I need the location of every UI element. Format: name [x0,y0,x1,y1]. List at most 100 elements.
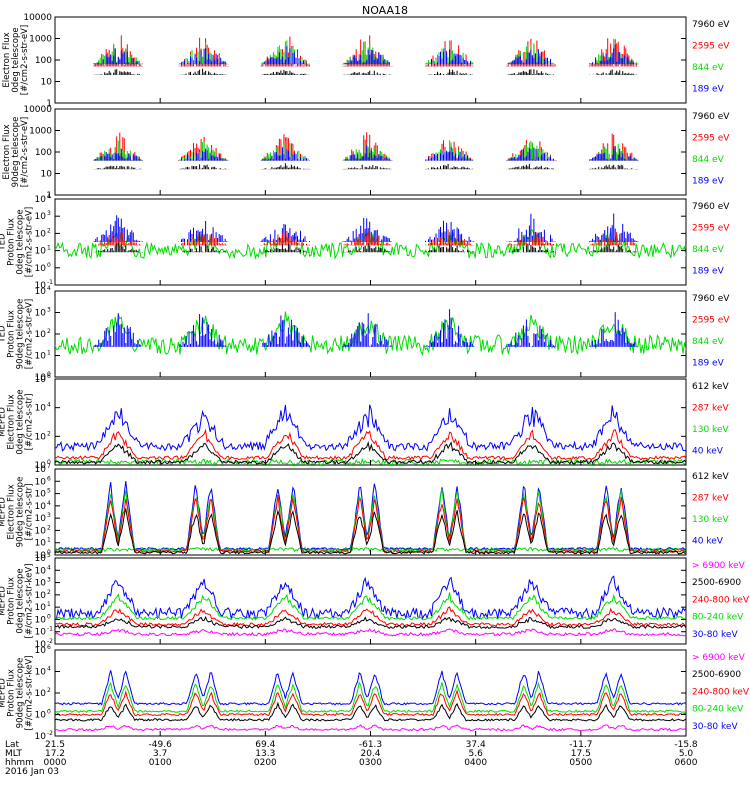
panel-7-series-2 [55,592,686,621]
panel-y-label: Proton Flux [7,310,17,358]
y-tick-exponent: 5 [47,488,51,495]
y-tick-exponent: 3 [47,577,51,584]
panel-7-series-3 [55,606,686,627]
panel-frame [54,468,687,556]
panel-8-series-2 [55,681,686,714]
legend-entry: 189 eV [692,359,725,369]
panel-8-series-5 [55,724,686,732]
x-tick-hhmm: 0300 [359,758,382,768]
panel-y-label: Electron Flux [2,32,12,87]
panel-frame [54,649,687,737]
legend-entry: 130 keV [692,515,729,525]
panel-y-label: TED [0,233,8,252]
panel-y-label: Electron Flux [7,484,17,539]
legend-entry: 612 keV [692,472,729,482]
y-tick-exponent: 6 [47,475,51,482]
legend-entry: 80-240 keV [692,613,744,623]
y-tick-label: 1000 [29,35,52,45]
y-tick-label: 10 [35,330,47,340]
x-tick-hhmm: 0200 [254,758,277,768]
legend-entry: 844 eV [692,155,725,165]
x-tick-lat: -11.7 [569,740,592,750]
y-tick-label: 10 [35,615,47,625]
y-tick-exponent: 3 [47,210,51,217]
panel-y-label: Electron Flux [2,124,12,179]
y-tick-label: 10 [35,689,47,699]
y-tick-label: 10 [35,732,47,742]
y-tick-label: 10 [35,711,47,721]
legend-entry: 7960 eV [692,20,730,30]
x-tick-mlt: 17.5 [571,749,591,759]
legend-entry: 40 keV [692,447,724,457]
legend-entry: 7960 eV [692,112,730,122]
panel-5-series-3 [55,428,686,461]
panel-y-label: 0deg telescope [16,568,26,633]
y-tick-exponent: -2 [47,638,53,645]
panel-y-label: MEPED [0,497,8,527]
legend-entry: 287 keV [692,404,729,414]
y-tick-label: 1 [46,191,52,201]
panel-y-label: Electron Flux [7,394,17,449]
legend-entry: 2500-6900 [692,578,741,588]
y-tick-exponent: -1 [47,626,53,633]
y-tick-exponent: 1 [47,601,51,608]
panel-y-label: 0deg telescope [11,27,21,92]
y-tick-label: 10 [35,195,47,205]
y-tick-label: 10 [35,229,47,239]
plot-title: NOAA18 [362,4,408,17]
panel-2: 1 10 100 1000 10000 Electron Flux 90deg telesc… [2,105,730,201]
legend-entry: 189 eV [692,85,725,95]
panel-4-series-2 [93,309,639,347]
y-tick-exponent: 6 [47,644,51,651]
legend-entry: 844 eV [692,245,725,255]
x-tick-mlt: 13.3 [255,749,275,759]
panel-y-label: [#/cm2-s-str] [25,484,35,541]
x-tick-mlt: 20.4 [360,749,380,759]
y-tick-exponent: 4 [47,193,51,200]
y-tick-label: 10 [35,668,47,678]
legend-entry: 240-800 keV [692,595,750,605]
panel-y-label: 0deg telescope [16,209,26,274]
legend-entry: 40 keV [692,537,724,547]
y-tick-label: 1 [46,99,52,109]
panel-y-label: [#/cm2-s-str-eV] [20,25,30,95]
panel-3-series-3 [93,229,639,246]
y-tick-label: 10 [35,554,47,564]
panel-y-label: [#/cm2-s-str] [25,394,35,451]
y-tick-label: 10 [35,461,47,471]
panel-y-label: TED [0,325,8,344]
y-tick-exponent: 4 [47,666,51,673]
y-tick-exponent: 2 [47,589,51,596]
panel-6-series-4 [55,494,686,554]
x-row-label: Lat [5,740,20,750]
panel-y-label: MEPED [0,407,8,437]
panel-y-label: MEPED [0,586,8,616]
x-tick-hhmm: 0600 [675,758,698,768]
y-tick-exponent: 4 [47,500,51,507]
legend-entry: 2595 eV [692,224,730,234]
panel-1-series-1 [93,68,639,75]
legend-entry: 612 keV [692,382,729,392]
y-tick-label: 10 [35,247,47,257]
legend-entry: 844 eV [692,337,725,347]
y-tick-exponent: 1 [47,350,51,357]
y-tick-exponent: 0 [47,371,51,378]
panel-1-series-4 [93,44,639,65]
legend-entry: 7960 eV [692,294,730,304]
y-tick-exponent: 2 [47,227,51,234]
y-tick-exponent: 3 [47,307,51,314]
panel-1-series-2 [93,35,639,67]
panel-7-series-1 [55,575,686,621]
legend-entry: 7960 eV [692,202,730,212]
y-tick-label: 10000 [23,13,52,23]
y-tick-label: 10 [35,373,47,383]
y-tick-label: 10 [35,432,47,442]
y-tick-label: 10 [35,514,47,524]
y-tick-label: 10 [35,539,47,549]
y-tick-exponent: 4 [47,564,51,571]
date-label: 2016 Jan 03 [5,767,59,777]
panel-y-label: [#/cm2-s-str-eV] [25,207,35,277]
